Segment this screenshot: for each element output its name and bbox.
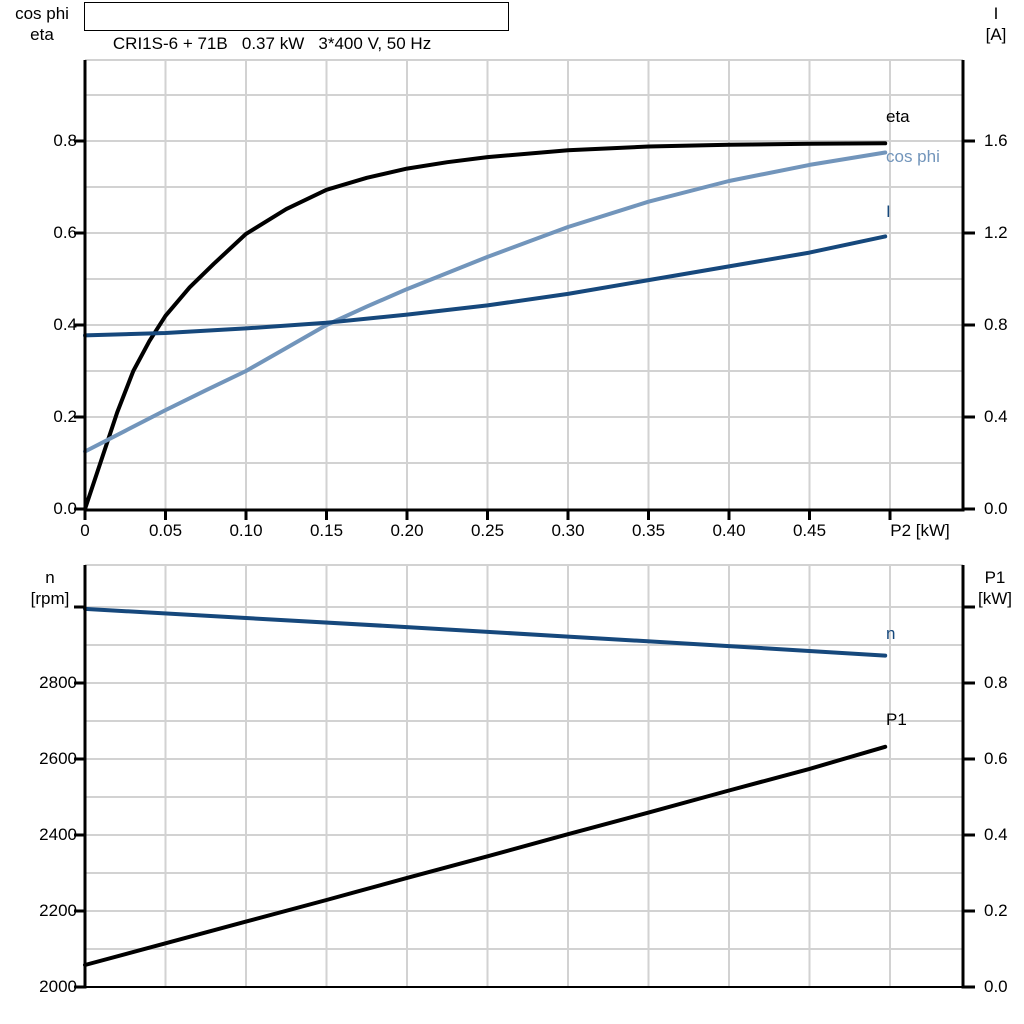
top-x-tick-label: 0.40 bbox=[712, 521, 746, 540]
chart-title-text: CRI1S-6 + 71B 0.37 kW 3*400 V, 50 Hz bbox=[112, 34, 432, 53]
top-left-tick-label: 0.6 bbox=[53, 223, 77, 242]
bottom-right-tick-label: 0.8 bbox=[984, 673, 1008, 692]
bottom-left-axis-unit: n [rpm] bbox=[14, 567, 86, 609]
top-right-tick-label: 1.6 bbox=[984, 131, 1008, 150]
bottom-right-tick-label: 0.2 bbox=[984, 901, 1008, 920]
bottom-left-tick-label: 2400 bbox=[39, 825, 77, 844]
curve-eta bbox=[83, 141, 888, 511]
top-x-tick-label: 0.35 bbox=[631, 521, 666, 540]
top-x-tick-label: 0.05 bbox=[148, 521, 183, 540]
top-x-tick-label: 0.10 bbox=[229, 521, 263, 540]
p1-curve-label: P1 bbox=[886, 710, 907, 729]
top-right-tick-label: 0.4 bbox=[984, 407, 1008, 426]
bottom-left-tick-label: 2800 bbox=[39, 673, 77, 692]
top-x-tick-label: 0.15 bbox=[309, 521, 344, 540]
curve-P1 bbox=[83, 744, 888, 967]
top-right-tick-label: 0.8 bbox=[984, 315, 1008, 334]
bottom-left-tick-label: 2200 bbox=[39, 901, 77, 920]
bottom-right-tick-label: 0.4 bbox=[984, 825, 1008, 844]
top-x-tick-label: 0.25 bbox=[470, 521, 505, 540]
cos-phi-curve-label: cos phi bbox=[886, 147, 940, 166]
top-x-tick-label: 0 bbox=[80, 521, 90, 540]
top-left-axis-unit-line2: eta bbox=[30, 25, 54, 44]
curve-n bbox=[83, 606, 888, 658]
eta-curve-label: eta bbox=[886, 107, 910, 126]
top-right-tick-label: 1.2 bbox=[984, 223, 1008, 242]
top-right-tick-label: 0.0 bbox=[984, 499, 1008, 518]
top-left-axis-unit-line1: cos phi bbox=[15, 4, 69, 23]
current-curve-label: I bbox=[886, 202, 891, 221]
top-x-tick-label: 0.20 bbox=[390, 521, 424, 540]
bottom-left-tick-label: 2000 bbox=[39, 977, 77, 996]
top-left-tick-label: 0.8 bbox=[53, 131, 77, 150]
bottom-left-axis-unit-line1: n bbox=[45, 568, 55, 587]
bottom-left-axis-unit-line2: [rpm] bbox=[30, 589, 70, 608]
bottom-left-tick-label: 2600 bbox=[39, 749, 77, 768]
top-left-axis-unit: cos phi eta bbox=[4, 3, 80, 45]
top-x-tick-label: 0.30 bbox=[551, 521, 585, 540]
bottom-right-tick-label: 0.0 bbox=[984, 977, 1008, 996]
top-left-tick-label: 0.0 bbox=[53, 499, 77, 518]
bottom-right-axis-unit: P1 [kW] bbox=[966, 567, 1024, 609]
top-right-axis-unit-line1: I bbox=[993, 4, 999, 23]
bottom-right-tick-label: 0.6 bbox=[984, 749, 1008, 768]
top-x-tick-label: 0.45 bbox=[792, 521, 827, 540]
top-right-axis-unit: I [A] bbox=[972, 3, 1020, 45]
bottom-right-axis-unit-line2: [kW] bbox=[978, 589, 1012, 608]
top-left-tick-label: 0.2 bbox=[53, 407, 77, 426]
curve-cos-phi bbox=[83, 150, 888, 454]
top-x-axis-label: P2 [kW] bbox=[890, 521, 950, 540]
top-left-tick-label: 0.4 bbox=[53, 315, 77, 334]
curve-I bbox=[83, 234, 888, 338]
chart-title-box: CRI1S-6 + 71B 0.37 kW 3*400 V, 50 Hz bbox=[84, 2, 509, 53]
top-right-axis-unit-line2: [A] bbox=[985, 25, 1007, 44]
bottom-right-axis-unit-line1: P1 bbox=[984, 568, 1006, 587]
speed-curve-label: n bbox=[886, 624, 896, 643]
